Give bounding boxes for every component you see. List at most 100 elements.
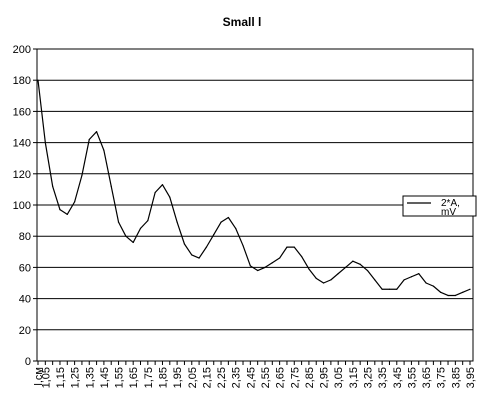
data-point — [125, 235, 127, 237]
data-point — [264, 266, 266, 268]
x-tick-label: 3,75 — [436, 367, 448, 388]
data-point — [44, 142, 46, 144]
x-tick-label: 2,35 — [231, 367, 243, 388]
data-point — [117, 221, 120, 223]
x-tick-label: 2,45 — [245, 367, 257, 388]
data-point — [418, 273, 420, 275]
x-tick-label: 2,65 — [275, 367, 287, 388]
data-point — [198, 257, 200, 259]
data-point — [286, 246, 288, 248]
legend-label-continued: mV — [441, 207, 456, 218]
x-tick-label: 3,95 — [465, 367, 477, 388]
y-tick-label: 80 — [19, 231, 31, 243]
x-tick-label: 3,55 — [406, 367, 418, 388]
x-tick-label: 3,65 — [421, 367, 433, 388]
x-tick-label: 3,45 — [392, 367, 404, 388]
data-point — [381, 288, 383, 290]
y-tick-label: 180 — [13, 75, 31, 87]
data-point — [183, 243, 186, 245]
data-point — [410, 276, 413, 278]
data-point — [366, 269, 369, 272]
data-point — [388, 288, 391, 290]
data-point — [161, 184, 164, 186]
legend-label: 2*A, — [441, 198, 460, 209]
data-point — [454, 294, 456, 297]
x-tick-label: 2,15 — [201, 367, 213, 388]
data-point — [322, 282, 325, 284]
series-layer — [37, 79, 471, 297]
data-point — [425, 282, 427, 284]
y-tick-label: 0 — [25, 356, 31, 368]
legend: 2*A,mV — [402, 195, 477, 218]
x-tick-label: 2,75 — [289, 367, 301, 388]
x-tick-label: 1,25 — [70, 367, 82, 388]
data-point — [191, 254, 193, 256]
x-tick-label: 1,75 — [143, 367, 155, 388]
x-tick-label: 1,35 — [84, 367, 96, 388]
data-point — [205, 246, 208, 248]
data-point — [330, 279, 332, 281]
data-point — [59, 209, 61, 211]
x-tick-label: 3,35 — [377, 367, 389, 388]
data-point — [81, 174, 83, 176]
x-tick-label: 3,15 — [348, 367, 360, 388]
data-point — [154, 191, 156, 194]
data-point — [440, 291, 442, 293]
x-tick-label: 3,85 — [450, 367, 462, 388]
data-point — [337, 273, 339, 275]
data-point — [359, 263, 361, 265]
y-tick-label: 160 — [13, 106, 31, 118]
x-tick-label: 1,45 — [99, 367, 111, 388]
data-point — [235, 227, 237, 229]
data-point — [249, 265, 251, 267]
x-tick-label: 2,95 — [319, 367, 331, 388]
data-point — [169, 196, 171, 198]
data-point — [432, 285, 434, 287]
x-tick-label: 2,85 — [304, 367, 316, 388]
series-line — [37, 80, 471, 297]
y-tick-label: 20 — [19, 325, 31, 337]
x-axis: l,см1,05 1,15 1,25 1,35 1,45 1,55 1,65 1,75 1,85… — [33, 361, 477, 388]
data-point — [242, 244, 244, 247]
y-tick-label: 100 — [13, 200, 31, 212]
data-point — [37, 79, 39, 81]
data-point — [308, 268, 310, 270]
x-tick-label: 2,25 — [216, 367, 228, 388]
data-point — [132, 241, 134, 244]
data-point — [220, 221, 222, 223]
data-point — [279, 257, 281, 259]
x-tick-label: 2,55 — [260, 367, 272, 388]
x-tick-label: 1,95 — [172, 367, 184, 388]
y-axis: 0 20 40 60 80 100 120 140 160 180 200 — [13, 44, 37, 368]
data-point — [139, 227, 142, 229]
x-tick-label: 2,05 — [187, 367, 199, 388]
data-point — [176, 221, 178, 223]
data-point — [74, 201, 76, 203]
data-point — [374, 279, 376, 281]
data-point — [103, 149, 105, 151]
data-point — [293, 246, 295, 248]
y-tick-label: 200 — [13, 44, 31, 56]
x-tick-label: 1,05 — [40, 367, 52, 388]
x-tick-label: 3,05 — [333, 367, 345, 388]
y-tick-label: 120 — [13, 169, 31, 181]
legend-box — [402, 195, 477, 217]
y-tick-label: 140 — [13, 138, 31, 150]
x-tick-label: 1,85 — [157, 367, 169, 388]
x-tick-label: 1,15 — [55, 367, 67, 388]
x-tick-label: 3,25 — [362, 367, 374, 388]
data-point — [257, 269, 259, 272]
data-point — [147, 220, 149, 222]
x-tick-label: 1,65 — [128, 367, 140, 388]
data-point — [213, 234, 215, 236]
x-tick-label: 1,55 — [114, 367, 126, 388]
data-point — [88, 138, 90, 141]
data-point — [352, 260, 354, 262]
data-point — [52, 185, 54, 187]
chart-title: Small l — [223, 15, 262, 29]
y-tick-label: 40 — [19, 294, 31, 306]
data-point — [300, 255, 303, 258]
data-point — [315, 277, 317, 279]
